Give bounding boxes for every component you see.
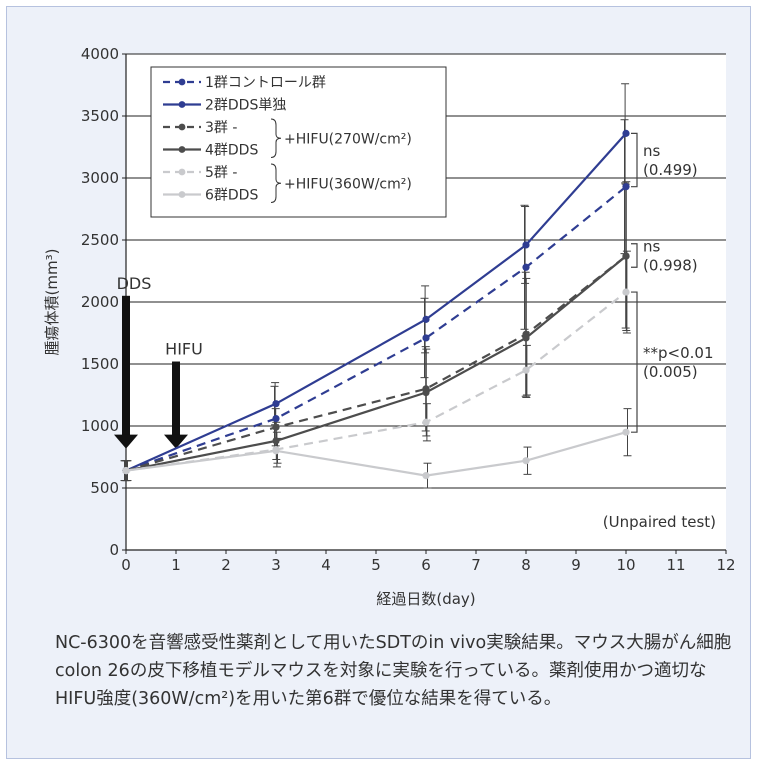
- x-tick-label: 2: [221, 556, 231, 574]
- y-tick-label: 3000: [81, 169, 119, 187]
- data-point: [422, 388, 430, 397]
- hifu-arrow-shaft: [172, 361, 180, 437]
- dds-arrow-shaft: [122, 295, 130, 437]
- data-point: [422, 418, 430, 426]
- data-point: [622, 428, 630, 436]
- data-point: [622, 183, 630, 191]
- legend-brace-label: +HIFU(360W/cm²): [284, 176, 412, 192]
- legend-label-3: 3群 -: [205, 120, 237, 136]
- y-tick-label: 4000: [81, 45, 119, 63]
- test-note: (Unpaired test): [603, 513, 716, 531]
- data-point: [272, 437, 280, 445]
- legend-label-4: 4群DDS: [205, 143, 258, 159]
- figure-caption: NC-6300を音響感受性薬剤として用いたSDTのin vivo実験結果。マウス…: [55, 633, 732, 709]
- y-tick-label: 0: [109, 541, 119, 559]
- x-tick-label: 8: [521, 556, 531, 574]
- data-point: [522, 457, 530, 465]
- sig-p001-bracket: [631, 291, 638, 433]
- legend-label-1: 1群コントロール群: [205, 75, 326, 91]
- y-tick-label: 2000: [81, 293, 119, 311]
- y-tick-label: 2500: [81, 231, 119, 249]
- sig-ns-1-value: (0.499): [643, 161, 698, 179]
- series-line-1: [125, 185, 627, 472]
- data-point: [272, 447, 280, 455]
- x-tick-label: 11: [666, 556, 685, 574]
- legend-brace: [270, 118, 282, 158]
- legend-brace-label: +HIFU(270W/cm²): [284, 131, 412, 147]
- legend-marker: [178, 146, 186, 153]
- data-point: [422, 334, 430, 342]
- x-tick-label: 7: [471, 556, 481, 574]
- legend-marker: [178, 78, 186, 86]
- legend-marker: [178, 191, 186, 198]
- x-tick-label: 4: [321, 556, 331, 574]
- sig-ns-2-value: (0.998): [643, 257, 698, 275]
- y-tick-label: 3500: [81, 107, 119, 125]
- data-point: [272, 423, 280, 431]
- data-point: [422, 472, 430, 480]
- y-tick-label: 500: [90, 479, 119, 497]
- sig-p001-value: (0.005): [643, 363, 698, 381]
- x-tick-label: 0: [121, 556, 131, 574]
- data-point: [522, 241, 530, 249]
- x-tick-label: 1: [171, 556, 181, 574]
- sig-ns-2-bracket: [631, 243, 638, 268]
- legend-label-6: 6群DDS: [205, 188, 258, 204]
- x-tick-label: 12: [716, 556, 735, 574]
- data-point: [122, 467, 130, 475]
- x-tick-label: 3: [271, 556, 281, 574]
- legend-label-2: 2群DDS単独: [205, 98, 286, 114]
- sig-p001-label: **p<0.01: [643, 344, 714, 362]
- hifu-arrow-head: [164, 434, 188, 449]
- sig-ns-2-label: ns: [643, 238, 661, 256]
- x-tick-label: 9: [571, 556, 581, 574]
- data-point: [622, 288, 630, 296]
- data-point: [272, 414, 280, 423]
- legend-brace: [270, 163, 282, 203]
- sig-ns-1-bracket: [631, 132, 638, 188]
- x-tick-label: 5: [371, 556, 381, 574]
- series-line-3: [125, 255, 627, 472]
- hifu-arrow-label: HIFU: [165, 340, 203, 359]
- y-axis-label: 腫瘍体積(mm³): [43, 249, 61, 356]
- legend-marker: [178, 101, 186, 108]
- data-point: [622, 252, 630, 260]
- dds-arrow-label: DDS: [117, 274, 152, 293]
- data-point: [422, 315, 430, 323]
- legend-marker: [178, 168, 186, 176]
- data-point: [522, 366, 530, 374]
- x-tick-label: 6: [421, 556, 431, 574]
- legend-marker: [178, 123, 186, 131]
- dds-arrow-head: [114, 434, 138, 449]
- legend-box: [150, 66, 447, 218]
- data-point: [522, 263, 530, 271]
- x-axis-label: 経過日数(day): [376, 590, 475, 608]
- legend-label-5: 5群 -: [205, 165, 237, 181]
- y-tick-label: 1000: [81, 417, 119, 435]
- data-point: [522, 334, 530, 342]
- data-point: [622, 129, 630, 137]
- data-point: [272, 400, 280, 408]
- y-tick-label: 1500: [81, 355, 119, 373]
- sig-ns-1-label: ns: [643, 142, 661, 160]
- figure-panel: 0 500 1000 1500 2000 2500 3000 3500 4000 0 1 2 3 4 5 6 7…: [6, 6, 751, 759]
- x-tick-label: 10: [616, 556, 635, 574]
